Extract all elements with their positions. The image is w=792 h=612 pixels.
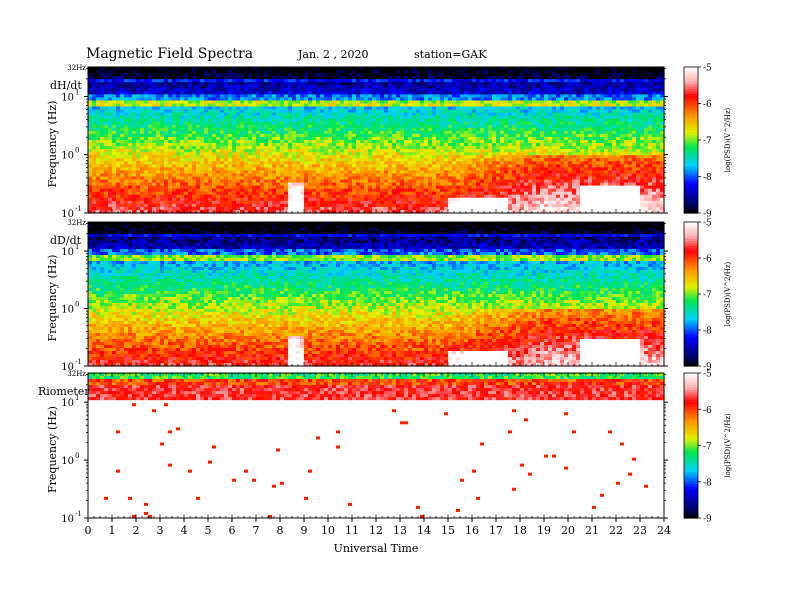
colorbar-tick-label: -6	[703, 100, 712, 110]
x-tick-label: 5	[205, 524, 212, 537]
y-tick-label: 10	[61, 514, 74, 525]
x-tick-label: 22	[609, 524, 623, 537]
x-tick-label: 18	[513, 524, 527, 537]
x-tick-label: 20	[561, 524, 575, 537]
y-tick-label: 10	[61, 398, 74, 409]
y-tick-exponent: 1	[75, 88, 79, 96]
colorbar-tick-label: -8	[703, 327, 712, 337]
y-tick-exponent: 1	[75, 243, 79, 251]
x-tick-label: 3	[157, 524, 164, 537]
y-axis-label: Frequency (Hz)	[46, 101, 59, 188]
colorbar-tick-label: -6	[703, 255, 712, 265]
y-tick-label: 10	[61, 92, 74, 103]
y-tick-label: 10	[61, 305, 74, 316]
x-tick-label: 19	[537, 524, 551, 537]
x-tick-label: 2	[133, 524, 140, 537]
x-tick-label: 6	[229, 524, 236, 537]
panel-name: Riometer	[38, 385, 90, 398]
colorbar-tick-label: -5	[703, 370, 712, 380]
colorbar-label: log(PSD)(V^2/Hz)	[724, 261, 732, 326]
panel-name: dH/dt	[50, 79, 82, 92]
spectrogram-panel-3	[88, 373, 665, 519]
colorbar-tick-label: -5	[703, 64, 712, 74]
colorbar: -5 -6 -7 -8 -9 log(PSD)(V^2/Hz)	[683, 64, 732, 220]
y-tick-exponent: -1	[75, 510, 82, 518]
y-tick-exponent: -1	[75, 205, 82, 213]
spectrogram-panel-2	[88, 222, 665, 367]
colorbar-tick-label: -5	[703, 219, 712, 229]
y-tick-exponent: 0	[75, 147, 79, 155]
colorbar-tick-label: -9	[703, 210, 712, 220]
top-frequency-label: 32Hz	[67, 370, 86, 378]
x-tick-label: 16	[465, 524, 479, 537]
panel-name: dD/dt	[50, 234, 82, 247]
x-tick-label: 4	[181, 524, 188, 537]
colorbar-tick-label: -9	[703, 363, 712, 373]
station-label: station=GAK	[414, 48, 486, 61]
y-tick-label: 10	[61, 247, 74, 258]
colorbar-tick-label: -8	[703, 478, 712, 488]
y-tick-label: 10	[61, 362, 74, 373]
y-tick-label: 10	[61, 456, 74, 467]
x-tick-label: 14	[417, 524, 431, 537]
y-tick-exponent: 0	[75, 301, 79, 309]
x-tick-label: 23	[633, 524, 647, 537]
y-tick-label: 10	[61, 151, 74, 162]
x-tick-label: 12	[369, 524, 383, 537]
x-tick-label: 15	[441, 524, 455, 537]
y-tick-label: 10	[61, 209, 74, 220]
figure-title: Magnetic Field Spectra	[86, 46, 253, 62]
x-tick-label: 17	[489, 524, 503, 537]
colorbar-label: log(PSD)(V^2/Hz)	[724, 413, 732, 478]
y-axis-label: Frequency (Hz)	[46, 406, 59, 493]
x-tick-label: 9	[301, 524, 308, 537]
colorbar-tick-label: -7	[703, 291, 712, 301]
y-tick-exponent: 0	[75, 452, 79, 460]
x-tick-label: 7	[253, 524, 260, 537]
colorbar-tick-label: -7	[703, 137, 712, 147]
colorbar-label: log(PSD)(V^2/Hz)	[724, 107, 732, 172]
x-tick-label: 8	[277, 524, 284, 537]
top-frequency-label: 32Hz	[67, 64, 86, 72]
colorbar: -5 -6 -7 -8 -9 log(PSD)(V^2/Hz)	[683, 219, 732, 373]
y-tick-exponent: -1	[75, 358, 82, 366]
colorbar-tick-label: -7	[703, 442, 712, 452]
x-tick-label: 10	[321, 524, 335, 537]
x-tick-label: 11	[345, 524, 359, 537]
colorbar-tick-label: -6	[703, 406, 712, 416]
y-axis-label: Frequency (Hz)	[46, 255, 59, 342]
colorbar: -5 -6 -7 -8 -9 log(PSD)(V^2/Hz)	[683, 370, 732, 525]
x-tick-label: 1	[109, 524, 116, 537]
x-tick-label: 0	[85, 524, 92, 537]
x-tick-label: 13	[393, 524, 407, 537]
date-label: Jan. 2 , 2020	[298, 48, 369, 61]
x-tick-label: 24	[657, 524, 671, 537]
spectrogram-panel-1	[88, 67, 665, 214]
x-axis-label: Universal Time	[334, 542, 419, 555]
y-tick-exponent: 1	[75, 394, 79, 402]
top-frequency-label: 32Hz	[67, 219, 86, 227]
x-tick-label: 21	[585, 524, 599, 537]
colorbar-tick-label: -9	[703, 515, 712, 525]
colorbar-tick-label: -8	[703, 173, 712, 183]
